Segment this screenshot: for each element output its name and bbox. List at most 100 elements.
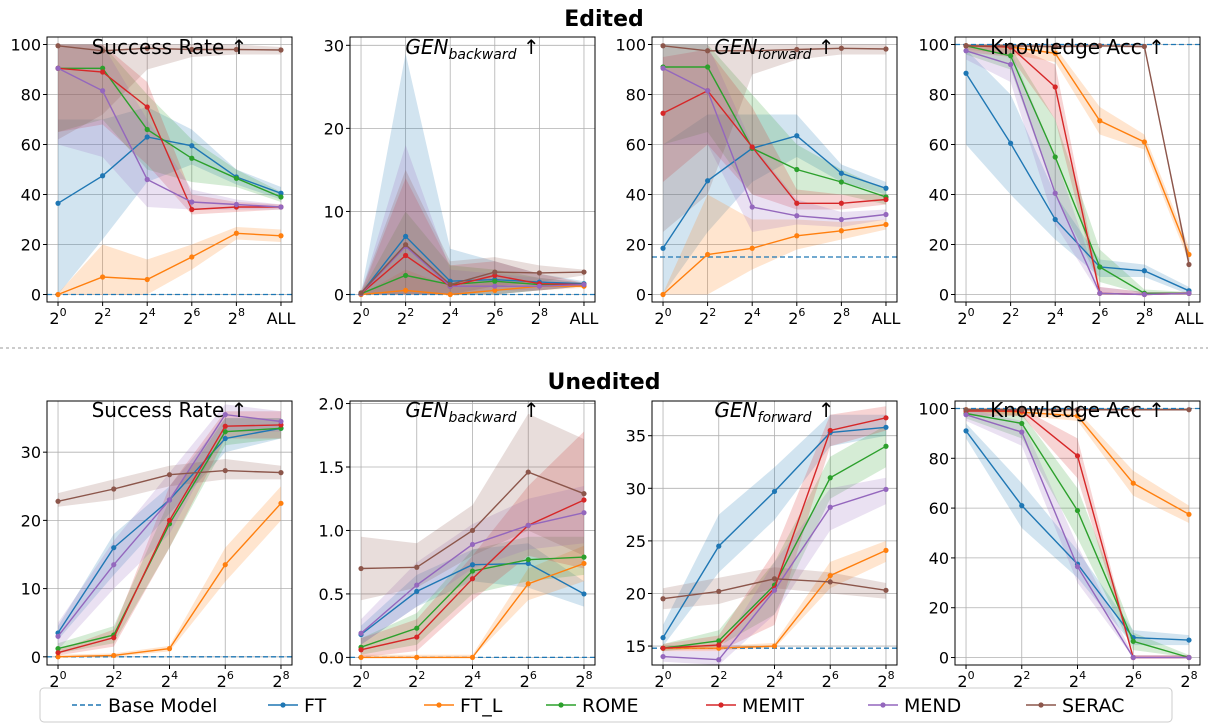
x-tick-label: 24 (766, 669, 783, 691)
point-serac (963, 43, 969, 49)
point-ft_l (838, 228, 844, 234)
point-serac (166, 472, 173, 478)
x-tick-label: 28 (531, 306, 548, 328)
point-rome (278, 194, 284, 200)
point-ft (1141, 268, 1147, 274)
chart-panel: 0 20 40 60 80 100 20 22 24 26 28 ALL GENforward ↑ (615, 35, 900, 328)
point-mend (414, 582, 420, 588)
point-ft_l (111, 652, 117, 659)
point-ft (716, 543, 722, 549)
y-tick-label: 100 (918, 399, 949, 418)
x-tick-label: 28 (575, 669, 592, 691)
legend-item: FT (268, 695, 327, 717)
point-serac (1130, 407, 1136, 413)
panel-title: GENbackward ↑ (405, 35, 539, 63)
series-mend (662, 67, 887, 221)
panel-title: Success Rate ↑ (92, 398, 248, 422)
point-serac (1097, 43, 1103, 49)
point-rome (883, 443, 889, 449)
band-mend (58, 44, 281, 210)
point-ft_l (492, 287, 498, 293)
point-ft (1019, 503, 1025, 509)
point-rome (705, 64, 711, 70)
point-ft_l (55, 291, 61, 298)
legend-item: ROME (546, 695, 639, 717)
y-tick-label: 40 (21, 186, 41, 205)
series-ft_l (57, 232, 282, 296)
y-tick-label: 60 (929, 499, 949, 518)
y-tick-label: 15 (626, 637, 646, 656)
point-memit (166, 517, 173, 523)
point-serac (1008, 43, 1014, 49)
point-serac (492, 269, 498, 275)
band-rome (361, 211, 584, 295)
x-tick-label: 20 (654, 669, 671, 691)
x-tick-label: 26 (217, 669, 234, 691)
point-serac (581, 491, 587, 497)
point-serac (1052, 43, 1058, 50)
point-ft (144, 134, 150, 140)
x-tick-label: 22 (94, 306, 111, 328)
point-ft_l (660, 291, 666, 298)
point-ft_l (233, 230, 239, 236)
legend-item: SERAC (1026, 695, 1124, 717)
legend-label: ROME (582, 695, 639, 717)
y-tick-label: 25 (626, 532, 646, 551)
point-mend (660, 653, 666, 660)
point-mend (883, 211, 889, 218)
point-serac (358, 290, 364, 296)
band-mend (663, 477, 886, 665)
point-mend (963, 412, 969, 418)
point-memit (883, 196, 889, 203)
chart-panel: 0 20 40 60 80 100 20 22 24 26 28 Knowledge Acc ↑ (918, 398, 1201, 691)
point-mend (111, 562, 117, 568)
chart-panel: 15 20 25 30 35 20 22 24 26 28 GENforward ↑ (626, 398, 898, 691)
y-tick-label: 0.5 (319, 585, 344, 604)
y-tick-label: 30 (626, 479, 646, 498)
point-ft_l (100, 274, 106, 280)
point-ft (883, 424, 889, 430)
point-mend (581, 281, 587, 288)
point-mend (581, 510, 587, 516)
series-memit (662, 89, 887, 205)
x-tick-label: 22 (710, 669, 727, 691)
series-memit (360, 254, 585, 295)
point-serac (838, 45, 844, 51)
series-memit (57, 67, 281, 211)
point-ft (660, 635, 666, 641)
point-rome (1008, 53, 1014, 59)
x-tick-label: 26 (788, 306, 805, 328)
y-tick-label: 1.0 (319, 521, 344, 540)
point-mend (1186, 654, 1192, 661)
series-serac (360, 243, 585, 294)
point-serac (536, 270, 542, 276)
panel-title: Success Rate ↑ (92, 35, 248, 59)
y-tick-label: 30 (21, 443, 41, 462)
band-memit (663, 49, 886, 210)
point-rome (144, 126, 150, 133)
point-serac (278, 47, 284, 53)
x-tick-label: ALL (1175, 309, 1204, 328)
point-mend (100, 88, 106, 94)
series-ft (57, 136, 282, 204)
point-mend (716, 657, 722, 663)
point-mend (963, 48, 969, 54)
y-tick-label: 20 (21, 236, 41, 255)
x-tick-label: 24 (161, 669, 178, 691)
series-ft (662, 135, 887, 249)
x-tick-label: 28 (272, 669, 289, 691)
point-serac (55, 498, 61, 504)
x-tick-label: 22 (1013, 669, 1030, 691)
point-rome (414, 625, 420, 631)
plot-area (652, 406, 897, 665)
point-serac (581, 269, 587, 275)
point-memit (111, 635, 117, 641)
point-serac (469, 527, 476, 534)
x-tick-label: 28 (833, 306, 850, 328)
panel-title: Knowledge Acc ↑ (990, 398, 1165, 422)
y-tick-label: 0 (939, 649, 949, 668)
point-memit (222, 423, 228, 429)
point-mend (469, 541, 476, 548)
legend-item: MEMIT (706, 695, 804, 717)
point-ft (100, 173, 106, 179)
